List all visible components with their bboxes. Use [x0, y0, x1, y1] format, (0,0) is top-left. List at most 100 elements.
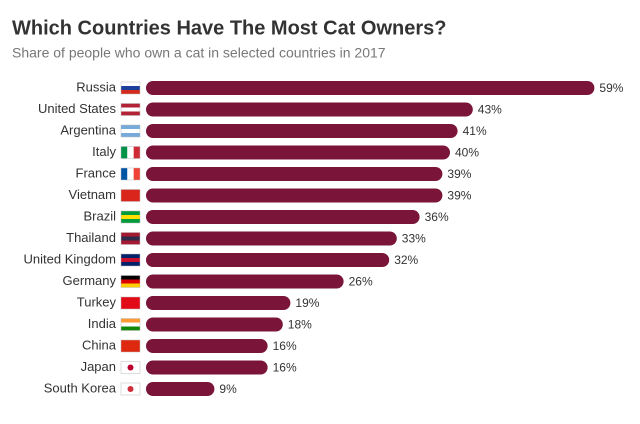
chart-title: Which Countries Have The Most Cat Owners… [12, 17, 447, 39]
flag-stripe [121, 168, 128, 180]
flag-stripe [121, 301, 140, 305]
flag-border [120, 275, 141, 288]
bar [146, 188, 443, 203]
flag-stripe [121, 275, 140, 280]
category-label: United States [38, 101, 117, 116]
flag-stripe [121, 258, 140, 262]
flag-stripe [121, 240, 140, 245]
flag-border [120, 146, 141, 159]
value-label: 16% [273, 339, 297, 353]
category-label: Thailand [66, 230, 116, 245]
bar [146, 317, 283, 332]
flag-stripe [121, 82, 140, 86]
flag-stripe [121, 129, 140, 133]
bar [146, 253, 390, 267]
flag-border [120, 382, 141, 396]
flag-stripe [121, 369, 140, 374]
flag-stripe [127, 146, 134, 159]
flag-stripe [121, 322, 140, 327]
flag-stripe [121, 283, 140, 288]
flag-stripe [121, 262, 140, 266]
value-label: 9% [219, 382, 237, 396]
flag-stripe [121, 189, 140, 194]
flag-stripe [121, 391, 140, 395]
value-label: 59% [599, 81, 623, 95]
flag-stripe [121, 340, 140, 344]
flag-border [120, 103, 141, 116]
flag-stripe [121, 197, 140, 202]
flag-stripe [127, 168, 134, 180]
flag-stripe [121, 326, 140, 331]
category-label: Vietnam [69, 187, 116, 202]
flag-stripe [121, 279, 140, 284]
flag-stripe [121, 297, 140, 301]
category-label: Germany [63, 273, 117, 288]
bar [146, 382, 215, 396]
value-label: 39% [447, 167, 471, 181]
category-label: Russia [76, 79, 117, 94]
bar [146, 124, 458, 138]
bar [146, 81, 595, 95]
category-label: China [82, 337, 117, 352]
flag-stripe [121, 383, 140, 387]
flag-stripe [121, 254, 140, 258]
value-label: 40% [455, 146, 479, 160]
value-label: 33% [402, 232, 426, 246]
category-label: India [88, 316, 117, 331]
flag-stripe [121, 305, 140, 309]
value-label: 18% [288, 318, 312, 332]
flag-emblem [127, 364, 134, 371]
category-label: United Kingdom [24, 251, 117, 266]
flag-border [120, 339, 141, 353]
value-label: 43% [478, 103, 502, 117]
flag-stripe [121, 193, 140, 198]
value-label: 16% [273, 361, 297, 375]
value-label: 32% [394, 253, 418, 267]
flag-border [120, 167, 141, 181]
flag-stripe [121, 103, 140, 108]
category-label: Turkey [77, 294, 117, 309]
bar [146, 210, 420, 224]
bar [146, 102, 473, 117]
flag-stripe [121, 111, 140, 116]
flag-stripe [121, 318, 140, 323]
bar [146, 339, 268, 353]
flag-stripe [121, 361, 140, 366]
category-label: Brazil [83, 208, 116, 223]
bar [146, 296, 291, 310]
flag-stripe [121, 215, 140, 219]
value-label: 39% [447, 189, 471, 203]
flag-emblem [127, 386, 134, 392]
flag-border [120, 232, 141, 245]
flag-stripe [133, 168, 140, 180]
flag-stripe [133, 146, 140, 159]
bar [146, 145, 450, 160]
flag-stripe [121, 133, 140, 137]
flag-border [120, 318, 141, 331]
value-label: 26% [349, 275, 373, 289]
category-label: Japan [81, 359, 116, 374]
flag-border [120, 81, 141, 95]
flag-stripe [121, 219, 140, 223]
flag-stripe [121, 232, 140, 237]
flag-border [120, 296, 141, 310]
flag-stripe [121, 107, 140, 112]
flag-stripe [121, 125, 140, 129]
flag-stripe [121, 86, 140, 90]
bar [146, 231, 397, 246]
flag-border [120, 253, 141, 267]
value-label: 19% [295, 296, 319, 310]
flag-border [120, 361, 141, 374]
bar [146, 360, 268, 375]
flag-stripe [121, 146, 128, 159]
flag-border [120, 189, 141, 202]
category-label: South Korea [44, 380, 117, 395]
flag-stripe [121, 90, 140, 94]
category-label: Italy [92, 144, 116, 159]
chart-subtitle: Share of people who own a cat in selecte… [12, 45, 386, 61]
flag-stripe [121, 348, 140, 352]
bar [146, 167, 443, 181]
flag-border [120, 124, 141, 138]
value-label: 41% [463, 124, 487, 138]
